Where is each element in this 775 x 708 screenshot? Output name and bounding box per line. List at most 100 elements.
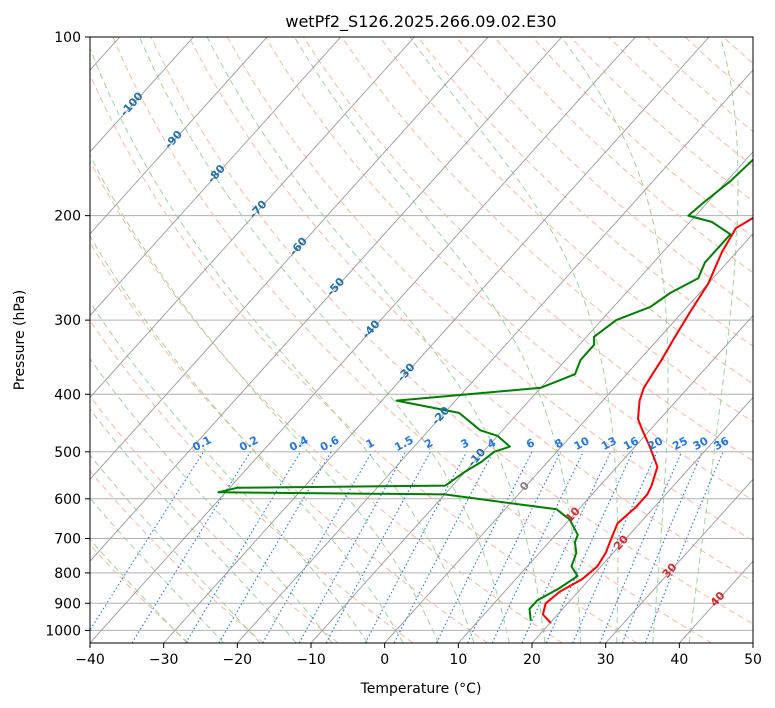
x-tick-label: 20 <box>523 652 541 668</box>
mixing-ratio-label: 20 <box>646 434 666 453</box>
isotherms <box>90 37 753 643</box>
moist-adiabat <box>409 37 619 643</box>
mixing-ratio-label: 36 <box>712 434 732 453</box>
mixing-ratio-label: 25 <box>670 434 690 453</box>
isotherm-line <box>310 151 753 643</box>
isotherm-line <box>163 37 710 643</box>
mixing-ratio-label: 10 <box>572 434 592 453</box>
y-tick-label: 300 <box>54 313 81 329</box>
x-tick-label: 50 <box>744 652 762 668</box>
isotherm-line <box>457 314 753 643</box>
isotherm-line <box>90 37 268 235</box>
dry-adiabat <box>112 37 712 643</box>
dry-adiabat <box>90 544 190 643</box>
pressure-gridlines <box>90 37 753 631</box>
moist-adiabat <box>90 357 333 643</box>
dry-adiabat <box>90 73 638 643</box>
mixing-ratio-label: 0.1 <box>190 433 213 454</box>
mixing-ratio-line <box>298 451 407 643</box>
isotherm-line <box>90 37 636 643</box>
x-tick-label: −10 <box>296 652 326 668</box>
isotherm-line <box>90 37 563 562</box>
y-axis: 100 200 300 400 500 600 700 800 900 1000 <box>45 30 90 639</box>
mixing-ratio-line <box>393 451 494 643</box>
mixing-ratio-line <box>364 451 468 643</box>
dry-adiabat <box>150 37 753 625</box>
dry-adiabat <box>379 37 753 385</box>
dry-adiabat <box>417 37 753 347</box>
mixing-ratio-label: 6 <box>524 436 537 451</box>
y-tick-label: 100 <box>54 30 81 46</box>
mixing-ratio-label: 3 <box>459 436 472 451</box>
isotherm-line <box>752 642 753 643</box>
y-tick-label: 900 <box>54 596 81 612</box>
moist-adiabat <box>90 153 439 643</box>
mixing-ratio-line <box>325 451 431 643</box>
moist-adiabat <box>90 454 261 643</box>
dry-adiabat <box>90 319 414 643</box>
x-axis-title: Temperature (°C) <box>360 681 482 697</box>
dry-adiabat <box>532 37 753 238</box>
y-tick-label: 800 <box>54 566 81 582</box>
mixing-ratio-label: 1.5 <box>392 433 415 454</box>
mixing-ratio-line <box>467 451 562 643</box>
isotherm-line <box>531 396 753 643</box>
moist-adiabat <box>90 235 404 643</box>
mixing-ratio-label: 4 <box>485 436 498 451</box>
moist-adiabat <box>139 37 510 643</box>
dry-adiabat <box>761 37 775 643</box>
moist-adiabat <box>90 538 188 643</box>
temperature-profile <box>541 216 753 624</box>
mixing-ratio-label: 13 <box>599 434 619 453</box>
isotherm-line <box>90 37 194 153</box>
isotherm-line <box>236 69 753 643</box>
moist-adiabat <box>561 37 669 643</box>
y-axis-title: Pressure (hPa) <box>12 290 28 390</box>
moist-adiabat <box>90 47 475 643</box>
dewpoint-profile <box>217 158 753 621</box>
y-tick-label: 200 <box>54 209 81 225</box>
isotherm-line <box>90 37 489 480</box>
dry-adiabat <box>90 241 488 643</box>
y-tick-label: 1000 <box>45 623 81 639</box>
dry-adiabat <box>90 470 264 643</box>
y-tick-label: 500 <box>54 445 81 461</box>
sounding-profiles <box>217 158 753 624</box>
isotherm-line <box>605 478 753 643</box>
x-tick-label: 10 <box>449 652 467 668</box>
mixing-ratio-label: 0.6 <box>318 433 342 454</box>
x-tick-label: −30 <box>149 652 179 668</box>
mixing-ratio-line <box>572 451 658 643</box>
dry-adiabat <box>455 37 753 310</box>
mixing-ratio-line <box>491 451 584 643</box>
dry-adiabat <box>264 37 753 501</box>
mixing-ratio-label: 30 <box>691 434 711 453</box>
moist-adiabat <box>206 37 546 643</box>
mixing-ratio-line <box>435 451 533 643</box>
x-tick-label: 40 <box>670 652 688 668</box>
dry-adiabat <box>493 37 753 274</box>
dry-adiabat <box>684 37 753 98</box>
y-tick-label: 700 <box>54 532 81 548</box>
x-axis: −40 −30 −20 −10 0 10 20 30 40 50 <box>75 643 762 668</box>
moist-adiabat <box>688 37 739 643</box>
y-tick-label: 400 <box>54 387 81 403</box>
mixing-ratio-lines <box>90 451 724 643</box>
mixing-ratio-line <box>185 451 301 643</box>
dry-adiabats <box>90 37 775 643</box>
isotherm-line <box>90 37 342 317</box>
mixing-ratio-line <box>644 451 724 643</box>
chart-title: wetPf2_S126.2025.266.09.02.E30 <box>285 12 556 32</box>
dry-adiabat <box>608 37 753 167</box>
mixing-ratio-label: 2 <box>422 436 435 451</box>
dry-adiabat <box>90 160 563 643</box>
x-tick-label: 30 <box>597 652 615 668</box>
moist-adiabat <box>90 408 297 643</box>
mixing-ratio-line <box>521 451 612 643</box>
x-tick-label: −20 <box>223 652 253 668</box>
mixing-ratio-line <box>90 451 205 631</box>
moist-adiabat <box>293 37 582 643</box>
isotherm-line <box>90 37 415 399</box>
